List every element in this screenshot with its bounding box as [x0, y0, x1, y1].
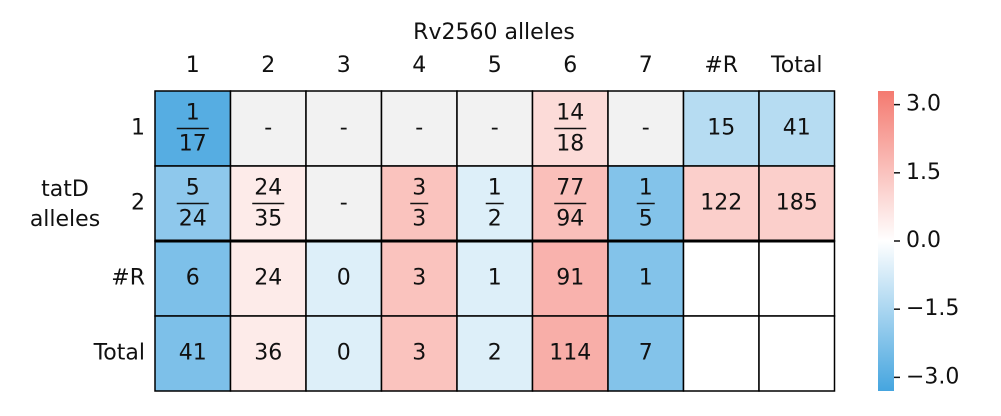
empty-cell: [758, 240, 836, 317]
x-tick-label: 2: [261, 53, 275, 78]
heatmap-cell: [456, 165, 534, 242]
y-tick-label: 1: [131, 116, 145, 141]
cell-label: 1: [639, 266, 653, 291]
fraction-numerator: 14: [556, 101, 584, 126]
cell-label: 122: [700, 191, 742, 216]
fraction-denominator: 94: [556, 207, 584, 232]
colorbar: [878, 91, 894, 391]
cell-label: -: [340, 191, 348, 216]
cell-label: 2: [488, 341, 502, 366]
x-tick-label: 4: [412, 53, 426, 78]
heatmap-cell: [682, 165, 760, 242]
empty-cell: [758, 315, 836, 392]
colorbar-tick-label: 3.0: [906, 92, 941, 117]
colorbar-tick-label: 1.5: [906, 160, 941, 185]
fraction-numerator: 77: [556, 176, 584, 201]
fraction-denominator: 2: [488, 207, 502, 232]
empty-cell: [229, 90, 307, 167]
y-axis-label: tatD alleles: [30, 177, 100, 232]
empty-cell: [682, 240, 760, 317]
fraction-numerator: 24: [254, 176, 282, 201]
cell-label: -: [491, 116, 499, 141]
cell-label: -: [642, 116, 650, 141]
fraction-denominator: 18: [556, 132, 584, 157]
colorbar-tick-label: −1.5: [906, 296, 959, 321]
heatmap-cell: [305, 315, 383, 392]
y-tick-label: 2: [131, 191, 145, 216]
fraction-numerator: 3: [412, 176, 426, 201]
empty-cell: [305, 90, 383, 167]
cell-label: 1: [488, 266, 502, 291]
y-tick-label: #R: [111, 266, 145, 291]
cell-label: 185: [776, 191, 818, 216]
cell-label: 15: [707, 116, 735, 141]
cell-label: 114: [549, 341, 591, 366]
cell-label: 41: [179, 341, 207, 366]
cell-label: 36: [254, 341, 282, 366]
cell-label: 91: [556, 266, 584, 291]
cell-label: -: [264, 116, 272, 141]
cell-label: 7: [639, 341, 653, 366]
x-tick-label: 7: [639, 53, 653, 78]
heatmap-cell: [154, 240, 232, 317]
heatmap-cell: [682, 90, 760, 167]
x-tick-label: #R: [704, 53, 738, 78]
heatmap-cell: [380, 315, 458, 392]
fraction-numerator: 1: [186, 101, 200, 126]
cell-label: 24: [254, 266, 282, 291]
fraction-denominator: 3: [412, 207, 426, 232]
x-tick-label: 3: [337, 53, 351, 78]
x-tick-label: 5: [488, 53, 502, 78]
x-tick-label: 1: [186, 53, 200, 78]
cell-label: 3: [412, 266, 426, 291]
cell-label: 0: [337, 266, 351, 291]
fraction-numerator: 1: [488, 176, 502, 201]
cell-label: -: [340, 116, 348, 141]
empty-cell: [305, 165, 383, 242]
fraction-numerator: 5: [186, 176, 200, 201]
x-tick-label: 6: [563, 53, 577, 78]
heatmap-cell: [305, 240, 383, 317]
heatmap-cell: [758, 165, 836, 242]
heatmap-cell: [531, 315, 609, 392]
fraction-denominator: 5: [639, 207, 653, 232]
y-tick-label: Total: [93, 341, 145, 366]
empty-cell: [682, 315, 760, 392]
fraction-denominator: 35: [254, 207, 282, 232]
cell-label: 3: [412, 341, 426, 366]
heatmap-cell: [229, 240, 307, 317]
x-tick-label: Total: [770, 53, 822, 78]
heatmap-cell: [229, 315, 307, 392]
chart-title: Rv2560 alleles: [413, 20, 575, 45]
colorbar-tick-label: −3.0: [906, 364, 959, 389]
cell-label: 0: [337, 341, 351, 366]
colorbar-tick-label: 0.0: [906, 228, 941, 253]
cell-label: 6: [186, 266, 200, 291]
cell-label: 41: [783, 116, 811, 141]
heatmap-cell: [456, 240, 534, 317]
fraction-denominator: 24: [179, 207, 207, 232]
fraction-numerator: 1: [639, 176, 653, 201]
cell-label: -: [415, 116, 423, 141]
fraction-denominator: 17: [179, 132, 207, 157]
